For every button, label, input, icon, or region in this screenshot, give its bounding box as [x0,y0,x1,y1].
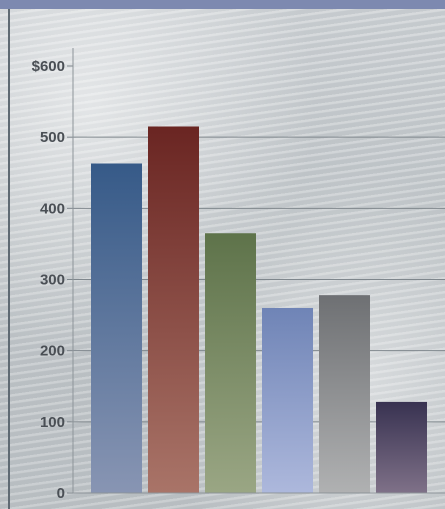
bar-6 [376,401,427,493]
y-tick-label: 0 [57,485,65,502]
y-tick-label: $600 [32,58,65,75]
bars [91,126,427,493]
top-bar [0,0,445,9]
bar-2 [148,126,199,493]
y-tick-label: 200 [40,343,65,360]
y-axis-ticks: 0 100 200 300 400 500 $600 [32,58,73,502]
y-tick-label: 300 [40,272,65,289]
y-tick-label: 100 [40,414,65,431]
bar-5 [319,295,370,493]
y-tick-label: 400 [40,200,65,217]
y-tick-label: 500 [40,129,65,146]
bar-3 [205,233,256,493]
bar-1 [91,163,142,493]
left-rule [8,9,10,509]
bar-4 [262,307,313,493]
